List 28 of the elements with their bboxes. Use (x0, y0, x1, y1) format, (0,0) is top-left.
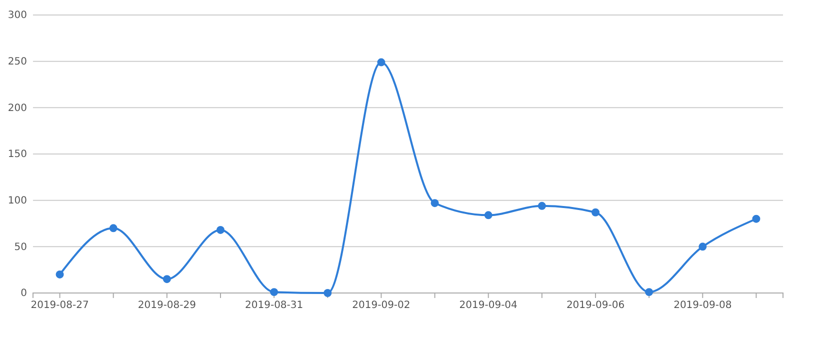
y-tick-label: 150 (8, 149, 27, 160)
point (484, 211, 492, 220)
y-tick-label: 100 (8, 196, 27, 207)
y-tick-label: 0 (20, 288, 27, 300)
x-tick-label: 2019-08-27 (30, 300, 89, 312)
y-tick-label: 50 (14, 242, 27, 253)
point (162, 275, 171, 284)
point (698, 242, 707, 251)
point (430, 199, 439, 208)
point (216, 226, 224, 234)
y-tick-label: 300 (8, 10, 27, 22)
point (270, 288, 278, 296)
point (56, 270, 64, 278)
x-tick-label: 2019-09-04 (459, 300, 518, 312)
point (538, 202, 546, 210)
point (752, 214, 760, 223)
x-tick-label: 2019-09-06 (566, 300, 625, 312)
y-tick-label: 200 (8, 102, 27, 114)
point (324, 289, 332, 297)
x-tick-label: 2019-08-29 (138, 300, 196, 312)
x-tick-label: 2019-09-08 (674, 300, 732, 312)
point (645, 288, 654, 296)
point (592, 208, 600, 216)
point (109, 224, 118, 232)
x-tick-label: 2019-09-02 (352, 300, 410, 312)
x-tick-label: 2019-08-31 (245, 300, 304, 312)
y-tick-label: 250 (8, 56, 27, 68)
point (377, 58, 386, 66)
